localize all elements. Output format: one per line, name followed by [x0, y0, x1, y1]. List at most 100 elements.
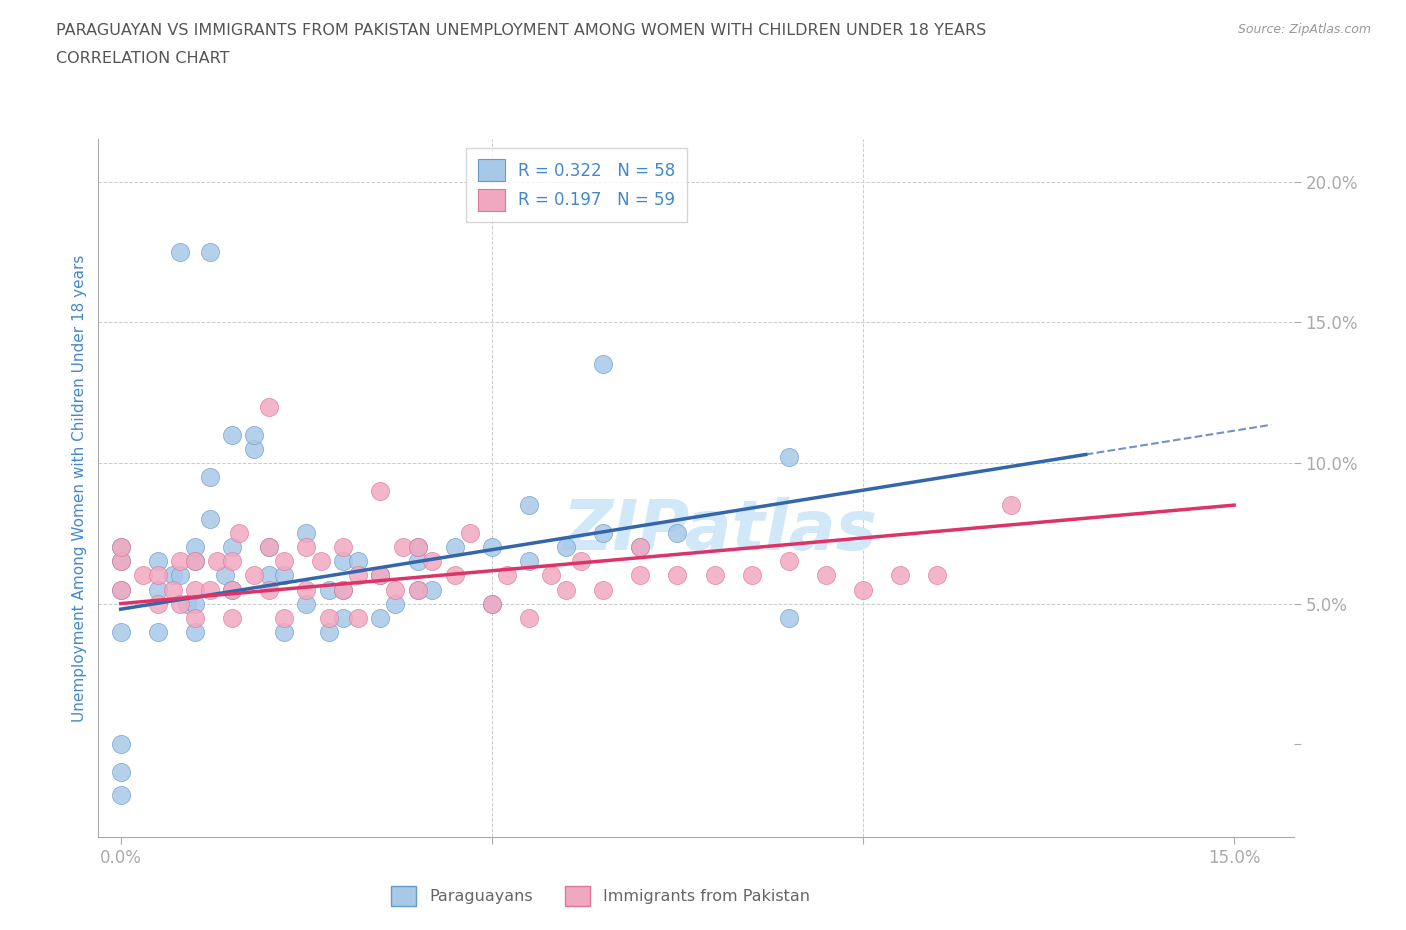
Point: [169, 596, 191, 611]
Point: [332, 610, 354, 625]
Point: [243, 442, 266, 457]
Point: [198, 245, 221, 259]
Point: [221, 428, 243, 443]
Point: [406, 582, 429, 597]
Point: [481, 596, 503, 611]
Point: [146, 582, 169, 597]
Point: [495, 568, 517, 583]
Point: [295, 525, 318, 540]
Point: [132, 568, 155, 583]
Point: [146, 568, 169, 583]
Point: [741, 568, 763, 583]
Text: ZIPatlas: ZIPatlas: [562, 497, 877, 564]
Point: [458, 525, 481, 540]
Point: [169, 245, 191, 259]
Point: [214, 568, 236, 583]
Point: [257, 540, 280, 555]
Point: [184, 554, 207, 569]
Point: [243, 568, 266, 583]
Point: [309, 554, 332, 569]
Point: [517, 610, 540, 625]
Point: [110, 554, 132, 569]
Point: [592, 357, 614, 372]
Point: [257, 582, 280, 597]
Point: [295, 540, 318, 555]
Point: [814, 568, 837, 583]
Point: [221, 582, 243, 597]
Point: [318, 610, 340, 625]
Point: [332, 540, 354, 555]
Point: [927, 568, 949, 583]
Point: [176, 596, 198, 611]
Point: [146, 596, 169, 611]
Point: [628, 540, 651, 555]
Point: [110, 788, 132, 803]
Point: [422, 554, 444, 569]
Point: [666, 525, 689, 540]
Point: [146, 554, 169, 569]
Point: [184, 554, 207, 569]
Point: [257, 568, 280, 583]
Point: [517, 554, 540, 569]
Point: [666, 568, 689, 583]
Point: [517, 498, 540, 512]
Point: [198, 512, 221, 526]
Point: [198, 582, 221, 597]
Point: [205, 554, 228, 569]
Point: [481, 596, 503, 611]
Point: [318, 624, 340, 639]
Point: [443, 540, 465, 555]
Point: [243, 428, 266, 443]
Point: [110, 764, 132, 779]
Point: [370, 610, 392, 625]
Point: [162, 568, 184, 583]
Point: [852, 582, 875, 597]
Point: [347, 610, 370, 625]
Point: [110, 624, 132, 639]
Point: [184, 624, 207, 639]
Point: [198, 470, 221, 485]
Point: [184, 582, 207, 597]
Point: [295, 596, 318, 611]
Point: [384, 582, 406, 597]
Point: [184, 610, 207, 625]
Point: [273, 624, 295, 639]
Point: [406, 540, 429, 555]
Point: [370, 568, 392, 583]
Point: [555, 540, 578, 555]
Point: [169, 568, 191, 583]
Point: [273, 568, 295, 583]
Point: [332, 582, 354, 597]
Point: [318, 582, 340, 597]
Text: Source: ZipAtlas.com: Source: ZipAtlas.com: [1237, 23, 1371, 36]
Point: [406, 540, 429, 555]
Point: [778, 450, 800, 465]
Point: [295, 582, 318, 597]
Legend: Paraguayans, Immigrants from Pakistan: Paraguayans, Immigrants from Pakistan: [384, 880, 817, 912]
Point: [257, 540, 280, 555]
Point: [221, 540, 243, 555]
Point: [110, 540, 132, 555]
Point: [228, 525, 250, 540]
Y-axis label: Unemployment Among Women with Children Under 18 years: Unemployment Among Women with Children U…: [72, 255, 87, 722]
Point: [703, 568, 725, 583]
Point: [110, 582, 132, 597]
Point: [273, 554, 295, 569]
Point: [592, 582, 614, 597]
Point: [391, 540, 413, 555]
Point: [555, 582, 578, 597]
Point: [347, 568, 370, 583]
Point: [184, 540, 207, 555]
Point: [110, 540, 132, 555]
Point: [221, 610, 243, 625]
Point: [540, 568, 562, 583]
Point: [778, 554, 800, 569]
Text: CORRELATION CHART: CORRELATION CHART: [56, 51, 229, 66]
Point: [370, 484, 392, 498]
Point: [273, 610, 295, 625]
Point: [592, 525, 614, 540]
Point: [110, 582, 132, 597]
Point: [332, 582, 354, 597]
Point: [406, 582, 429, 597]
Point: [569, 554, 592, 569]
